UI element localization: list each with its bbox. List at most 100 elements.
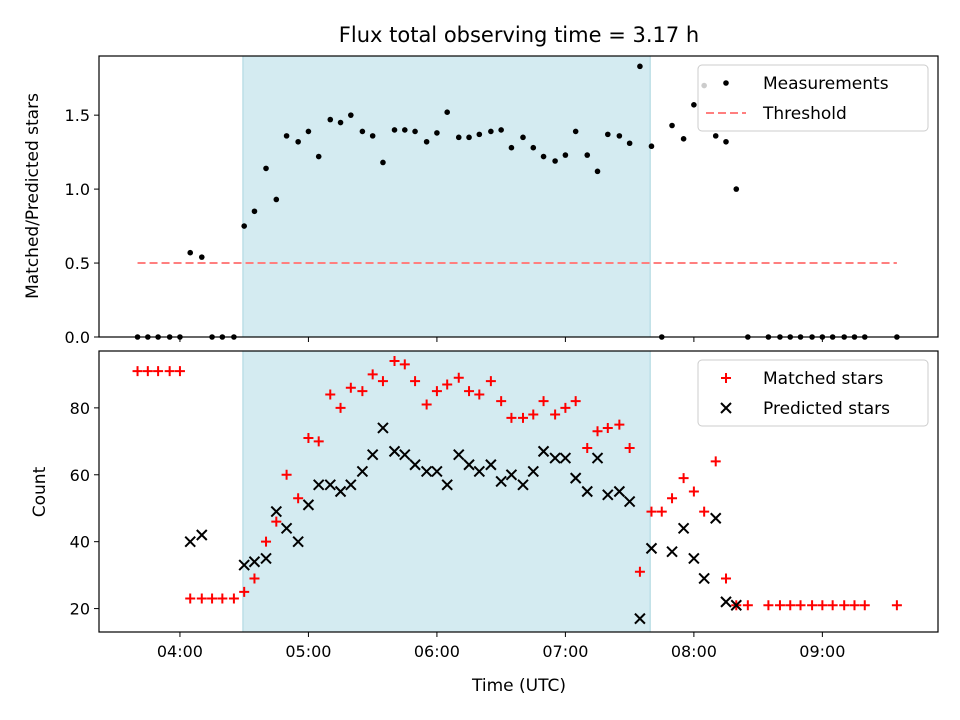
predicted-star-point: [549, 452, 561, 464]
matched-star-point: [293, 493, 304, 504]
top-panel: 0.0 0.5 1.0 1.5 Measurements Threshold: [65, 55, 939, 347]
bottom-axes-frame: [98, 350, 939, 633]
predicted-star-point: [559, 452, 572, 464]
matched-star-point: [763, 600, 774, 611]
matched-star-point: [389, 356, 400, 367]
predicted-star-point: [238, 559, 250, 571]
predicted-star-point: [505, 469, 518, 481]
measurement-point: [295, 138, 301, 145]
matched-star-point: [153, 366, 164, 377]
matched-star-point: [624, 443, 635, 454]
predicted-star-point: [569, 472, 582, 484]
measurement-point: [723, 138, 729, 145]
matched-star-point: [807, 600, 818, 611]
bottom-panel: 20 40 60 80 04:00 05:00 06:00 07:00 08:00 09:00 Ma…: [70, 350, 939, 661]
matched-star-point: [560, 402, 571, 413]
measurement-point: [508, 144, 515, 151]
matched-star-point: [742, 600, 753, 611]
matched-star-point: [132, 366, 143, 377]
measurement-point: [626, 140, 633, 147]
legend-label: Threshold: [762, 104, 847, 124]
measurement-point: [691, 102, 697, 108]
measurement-point: [444, 109, 450, 115]
matched-star-point: [517, 412, 528, 423]
measurement-point: [241, 223, 247, 229]
predicted-star-point: [356, 465, 369, 478]
matched-star-point: [410, 376, 421, 387]
measurement-point: [584, 152, 591, 158]
bottom-xtick-label: 04:00: [157, 642, 203, 661]
measurement-point: [680, 136, 687, 142]
predicted-star-point: [184, 535, 196, 548]
matched-star-point: [678, 473, 689, 484]
predicted-star-point: [366, 448, 379, 461]
predicted-star-point: [302, 499, 315, 511]
measurement-point: [327, 116, 334, 123]
measurement-point: [637, 63, 643, 70]
top-ytick-label: 0.0: [65, 328, 90, 347]
x-axis-label: Time (UTC): [471, 676, 566, 696]
legend-marker-predicted: [720, 402, 732, 414]
predicted-star-point: [581, 485, 593, 498]
chart-title: Flux total observing time = 3.17 h: [339, 23, 699, 47]
matched-star-point: [667, 493, 678, 504]
measurement-point: [733, 186, 740, 192]
legend-label: Predicted stars: [763, 399, 890, 419]
matched-star-point: [710, 456, 721, 467]
measurement-point: [369, 133, 376, 139]
predicted-star-point: [324, 479, 336, 491]
measurement-point: [498, 127, 504, 133]
predicted-star-point: [537, 445, 550, 458]
measurement-point: [337, 119, 344, 126]
matched-star-point: [217, 593, 228, 604]
predicted-star-point: [399, 448, 411, 461]
measurement-point: [552, 158, 558, 164]
predicted-star-point: [485, 459, 497, 471]
matched-star-point: [325, 389, 336, 400]
measurement-point: [412, 128, 418, 135]
top-ytick-label: 1.0: [65, 180, 90, 199]
bottom-ytick-label: 60: [70, 466, 90, 485]
legend-marker-measurements: [723, 80, 729, 86]
matched-star-point: [335, 402, 346, 413]
matched-star-point: [399, 359, 410, 370]
measurement-point: [251, 208, 258, 215]
predicted-star-point: [623, 495, 636, 508]
matched-star-point: [721, 573, 732, 584]
measurement-point: [604, 131, 611, 138]
matched-star-point: [688, 486, 699, 497]
matched-star-point: [453, 372, 464, 383]
matched-star-point: [614, 419, 625, 430]
predicted-star-point: [666, 546, 678, 558]
matched-star-point: [774, 600, 785, 611]
measurement-point: [391, 127, 398, 133]
predicted-star-point: [698, 572, 710, 585]
measurement-point: [263, 165, 269, 172]
legend-marker-matched: [721, 373, 731, 383]
matched-star-point: [646, 506, 657, 517]
matched-star-point: [550, 409, 561, 420]
top-ytick-label: 0.5: [65, 254, 90, 273]
predicted-star-point: [495, 475, 507, 488]
predicted-star-point: [409, 459, 421, 471]
measurement-point: [198, 254, 205, 260]
matched-star-point: [239, 586, 250, 597]
measurement-point: [283, 133, 290, 139]
matched-star-point: [474, 389, 485, 400]
matched-star-point: [442, 379, 453, 390]
predicted-star-point: [377, 422, 389, 434]
predicted-star-point: [473, 465, 486, 478]
predicted-star-point: [345, 479, 357, 491]
matched-star-point: [570, 396, 581, 407]
top-observing-span: [242, 55, 651, 338]
predicted-star-point: [517, 479, 529, 491]
bottom-ytick-label: 20: [70, 600, 90, 619]
matched-star-point: [634, 566, 645, 577]
measurement-point: [530, 144, 537, 151]
matched-star-point: [485, 376, 496, 387]
matched-star-point: [795, 600, 806, 611]
measurement-point: [572, 128, 579, 135]
predicted-star-point: [441, 479, 453, 491]
matched-star-point: [174, 366, 185, 377]
